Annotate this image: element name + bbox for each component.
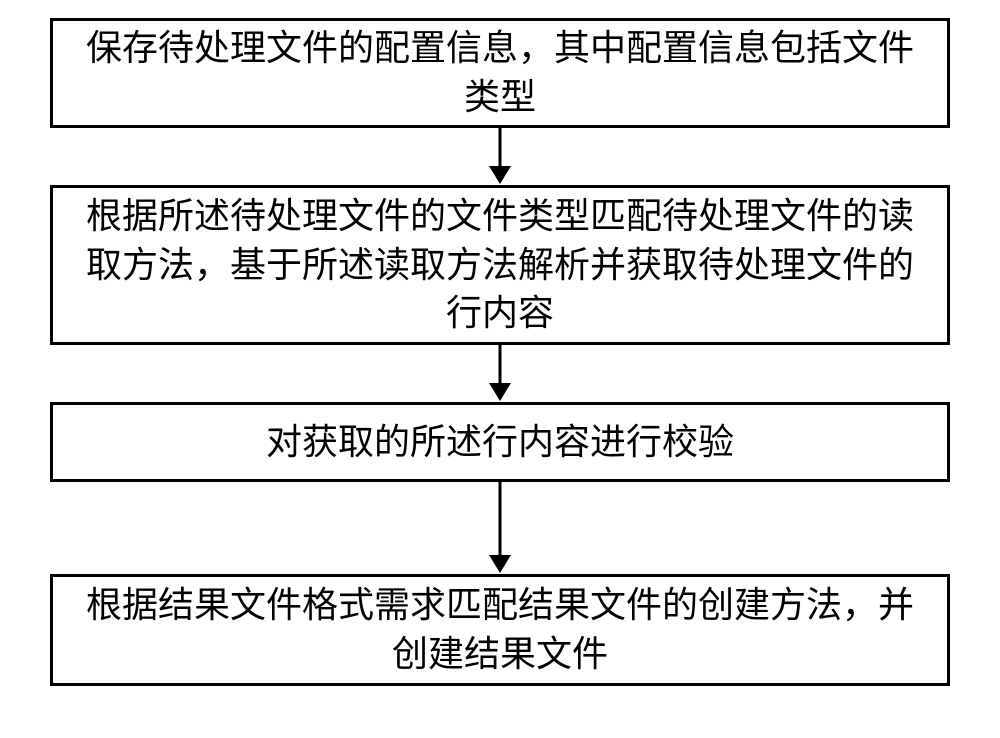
flow-step-4-text: 根据结果文件格式需求匹配结果文件的创建方法，并创建结果文件 xyxy=(73,581,927,678)
arrow-3-head xyxy=(489,555,511,573)
arrow-1-shaft xyxy=(499,128,502,166)
flow-step-2: 根据所述待处理文件的文件类型匹配待处理文件的读取方法，基于所述读取方法解析并获取… xyxy=(50,185,950,345)
flow-step-3: 对获取的所述行内容进行校验 xyxy=(50,402,950,482)
arrow-1-head xyxy=(489,166,511,184)
flow-step-3-text: 对获取的所述行内容进行校验 xyxy=(266,418,734,467)
arrow-2-shaft xyxy=(499,345,502,383)
flowchart-canvas: 保存待处理文件的配置信息，其中配置信息包括文件类型 根据所述待处理文件的文件类型… xyxy=(0,0,1000,738)
flow-step-1: 保存待处理文件的配置信息，其中配置信息包括文件类型 xyxy=(50,18,950,128)
flow-step-1-text: 保存待处理文件的配置信息，其中配置信息包括文件类型 xyxy=(73,24,927,121)
arrow-3-shaft xyxy=(499,482,502,555)
flow-step-2-text: 根据所述待处理文件的文件类型匹配待处理文件的读取方法，基于所述读取方法解析并获取… xyxy=(73,192,927,338)
flow-step-4: 根据结果文件格式需求匹配结果文件的创建方法，并创建结果文件 xyxy=(50,574,950,686)
arrow-2-head xyxy=(489,383,511,401)
